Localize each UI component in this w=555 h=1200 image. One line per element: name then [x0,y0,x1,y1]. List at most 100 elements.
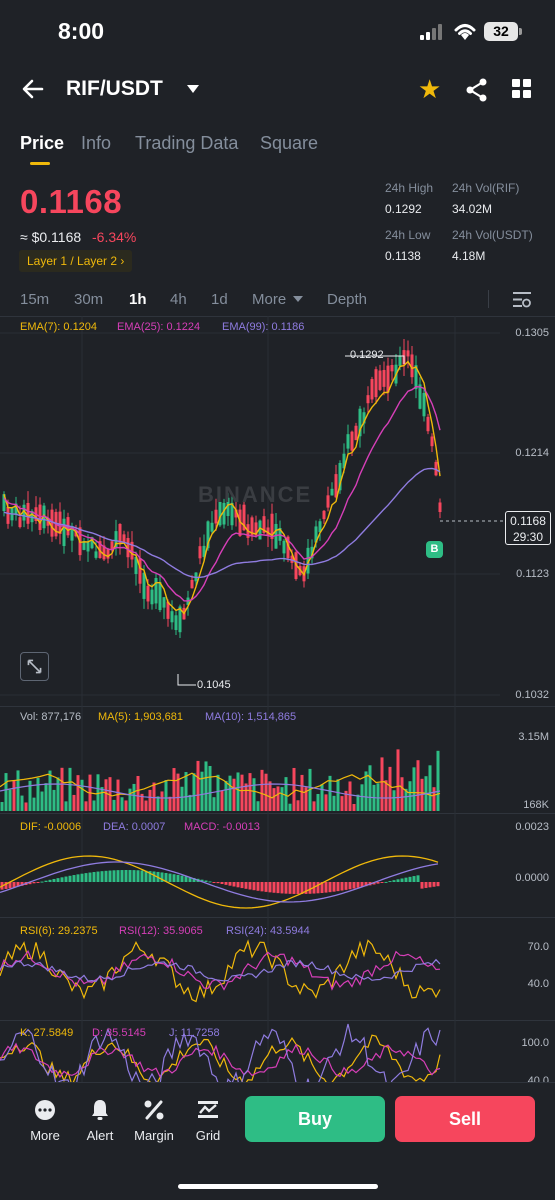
macd-histogram-bar [388,881,392,883]
macd-histogram-bar [88,872,92,882]
buy-signal-badge[interactable]: B [426,541,443,558]
candle-body [434,461,438,476]
volume-bar [212,797,216,811]
sell-button[interactable]: Sell [395,1096,535,1142]
volume-bar [56,777,60,811]
back-arrow-icon[interactable] [20,76,46,102]
macd-histogram-bar [188,877,192,882]
more-dropdown-icon[interactable] [293,296,303,302]
rsi24-line [0,958,441,983]
volume-bar [280,787,284,811]
candle-body [306,547,310,574]
buy-button[interactable]: Buy [245,1096,385,1142]
active-tab-indicator [30,162,50,165]
candle-body [218,501,222,526]
volume-bar [340,796,344,811]
candle-body [414,365,418,390]
candle-body [142,572,146,599]
volume-bar [208,765,212,811]
rsi-axis-top: 70.0 [527,941,549,953]
chart-top-line [0,316,555,317]
macd-histogram-bar [320,882,324,893]
macd-histogram-bar [276,882,280,894]
ema25-line [3,385,441,602]
volume-bar [124,800,128,811]
nav-margin-label: Margin [134,1128,174,1143]
nav-more[interactable]: More [20,1098,70,1143]
tab-square[interactable]: Square [260,133,319,153]
rsi12-line [0,949,441,991]
macd-histogram-bar [288,882,292,894]
price-axis-label: 0.1305 [515,327,549,339]
candle-body [70,525,74,541]
volume-bar [228,775,232,811]
volume-bar [312,801,316,811]
interval-30m[interactable]: 30m [74,291,104,308]
volume-bar [248,773,252,811]
volume-bar [112,799,116,811]
volume-bar [44,783,48,811]
share-icon[interactable] [464,77,490,103]
macd-histogram-bar [224,882,228,885]
macd-histogram-bar [172,874,176,882]
volume-bar [364,771,368,811]
volume-bar [76,775,80,811]
macd-histogram-bar [280,882,284,894]
category-tag[interactable]: Layer 1 / Layer 2 › [19,250,133,272]
candle-body [326,495,330,508]
volume-bar [332,795,336,811]
nav-alert[interactable]: Alert [75,1098,125,1143]
volume-bar [244,783,248,811]
macd-histogram-bar [124,870,128,882]
macd-histogram-bar [184,876,188,882]
interval-15m[interactable]: 15m [20,291,50,308]
macd-dea-line [0,861,439,903]
volume-bar [336,779,340,811]
macd-histogram-bar [128,870,132,882]
macd-histogram-bar [364,882,368,887]
volume-bar [256,801,260,811]
candle-body [178,606,182,633]
candle-body [274,523,278,549]
macd-histogram-bar [252,882,256,891]
candle-body [150,589,154,605]
tab-price[interactable]: Price [20,133,65,153]
tab-info[interactable]: Info [81,133,112,153]
favorite-star-icon[interactable]: ★ [418,74,442,104]
nav-more-label: More [30,1128,60,1143]
interval-1h[interactable]: 1h [129,291,147,308]
volume-bar [296,800,300,811]
interval-1d[interactable]: 1d [211,291,228,308]
interval-4h[interactable]: 4h [170,291,187,308]
volume-bar [28,780,32,811]
volume-bar [136,775,140,811]
current-price-value: 0.1168 [510,514,546,528]
expand-chart-icon[interactable] [20,652,49,681]
macd-histogram-bar [100,871,104,882]
candle-body [262,516,266,533]
tab-trading-data[interactable]: Trading Data [135,133,239,153]
volume-bar [156,796,160,811]
pair-title[interactable]: RIF/USDT [66,77,163,100]
interval-more[interactable]: More [252,291,287,308]
chart-settings-icon[interactable] [512,291,532,308]
nav-grid[interactable]: Grid [183,1098,233,1143]
pair-dropdown-caret-icon[interactable] [187,85,199,93]
volume-bar [384,780,388,811]
battery-tip [519,28,522,35]
percent-icon [129,1098,179,1122]
macd-histogram-bar [360,882,364,887]
macd-histogram-bar [392,880,396,882]
candlestick-chart[interactable] [0,316,555,1082]
volume-bar [300,774,304,811]
volume-bar [32,797,36,811]
macd-histogram-bar [112,870,116,882]
macd-histogram-bar [208,881,212,883]
interval-depth[interactable]: Depth [327,291,368,308]
nav-margin[interactable]: Margin [129,1098,179,1143]
grid-layout-icon[interactable] [512,79,532,99]
kdj-axis-top: 100.0 [521,1037,549,1049]
macd-histogram-bar [44,880,48,882]
candle-body [102,545,106,560]
chevron-right-icon: › [120,254,125,268]
